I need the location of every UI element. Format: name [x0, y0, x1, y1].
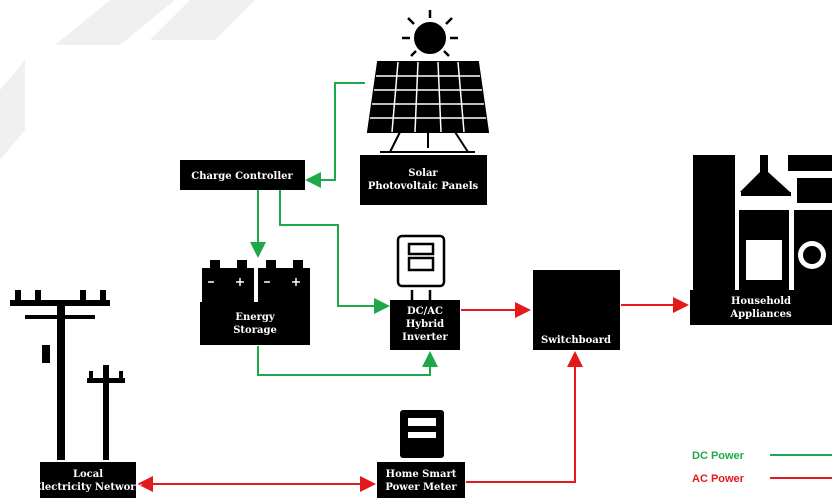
dc-connectors — [250, 82, 438, 376]
switchboard-box — [533, 270, 620, 350]
label-boxes — [40, 155, 832, 498]
node-label: Home Smart Power Meter — [385, 469, 457, 493]
legend-label: AC Power — [692, 473, 745, 485]
meter-icon — [400, 410, 444, 458]
node-label: Household Appliances — [729, 296, 792, 320]
node-label: Solar Photovoltaic Panels — [368, 168, 479, 192]
node-label: Switchboard — [541, 335, 611, 346]
solar-icon — [366, 10, 490, 153]
node-label: DC/AC Hybrid Inverter — [402, 306, 448, 343]
node-label: Energy Storage — [233, 312, 277, 336]
decor — [0, 0, 255, 160]
node-label: Local Electricity Network — [34, 469, 144, 493]
legend: DC Power AC Power — [692, 450, 832, 485]
ac-connectors — [137, 297, 689, 492]
battery-icon — [202, 260, 310, 302]
appliances-icon — [693, 155, 832, 290]
pole-icon — [10, 290, 125, 460]
inverter-icon — [396, 234, 446, 300]
node-label: Charge Controller — [191, 171, 293, 182]
legend-label: DC Power — [692, 450, 745, 462]
